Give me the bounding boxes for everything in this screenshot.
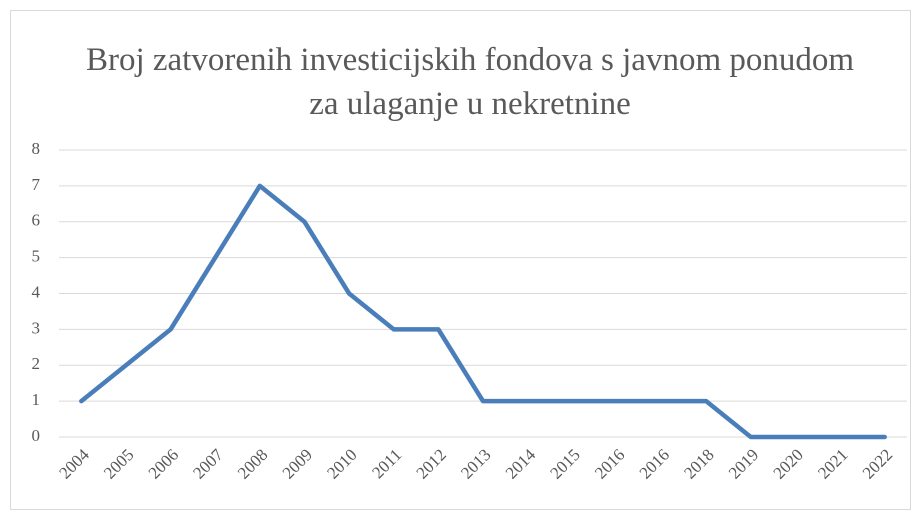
x-tick-label: 2005 xyxy=(100,445,137,482)
y-tick-label: 7 xyxy=(32,175,41,194)
x-tick-label: 2010 xyxy=(323,445,360,482)
x-tick-label: 2022 xyxy=(859,445,896,482)
x-tick-label: 2020 xyxy=(770,445,807,482)
x-tick-label: 2004 xyxy=(55,445,93,483)
y-tick-label: 8 xyxy=(32,139,41,158)
y-tick-label: 1 xyxy=(32,390,41,409)
x-tick-label: 2014 xyxy=(502,445,540,483)
y-tick-label: 2 xyxy=(32,354,41,373)
x-tick-label: 2006 xyxy=(145,445,182,482)
y-tick-label: 5 xyxy=(32,247,41,266)
x-tick-label: 2016 xyxy=(636,445,673,482)
x-tick-label: 2012 xyxy=(412,445,449,482)
x-tick-label: 2009 xyxy=(279,445,316,482)
x-tick-label: 2007 xyxy=(189,445,227,483)
x-tick-label: 2019 xyxy=(725,445,762,482)
y-tick-label: 6 xyxy=(32,211,41,230)
x-tick-label: 2018 xyxy=(680,445,717,482)
x-tick-label: 2013 xyxy=(457,445,494,482)
x-tick-label: 2008 xyxy=(234,445,271,482)
x-tick-label: 2011 xyxy=(368,445,405,482)
y-tick-label: 4 xyxy=(32,282,41,301)
y-tick-label: 3 xyxy=(32,318,41,337)
x-tick-label: 2021 xyxy=(814,445,851,482)
chart-title: Broj zatvorenih investicijskih fondova s… xyxy=(85,42,855,122)
data-line xyxy=(79,183,887,440)
x-tick-label: 2016 xyxy=(591,445,628,482)
x-tick-label: 2015 xyxy=(546,445,583,482)
y-tick-label: 0 xyxy=(32,426,41,445)
chart-frame xyxy=(10,10,911,510)
